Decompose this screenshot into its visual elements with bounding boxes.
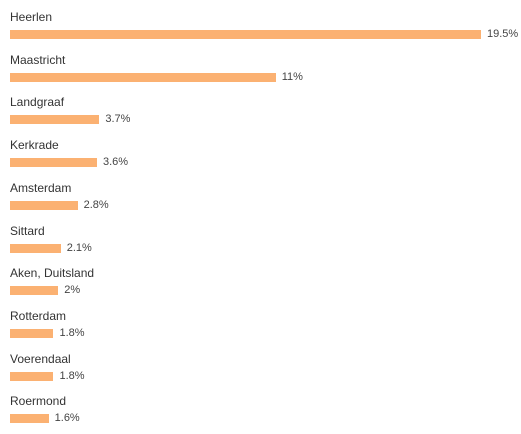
category-label: Aken, Duitsland — [10, 266, 95, 281]
category-label: Roermond — [10, 394, 67, 409]
category-label: Amsterdam — [10, 180, 72, 195]
bar — [10, 286, 59, 296]
value-label: 3.7% — [105, 113, 131, 126]
bar-row: Voerendaal 1.8% — [10, 352, 521, 392]
value-label: 2.8% — [83, 198, 109, 211]
bar-row: Landgraaf 3.7% — [10, 95, 521, 135]
category-label: Landgraaf — [10, 95, 65, 110]
bar — [10, 30, 481, 39]
bar — [10, 243, 61, 253]
category-label: Voerendaal — [10, 351, 71, 366]
bar — [10, 115, 100, 125]
value-label: 19.5% — [487, 28, 519, 40]
bar — [10, 414, 49, 424]
bar — [10, 371, 54, 381]
bar — [10, 200, 78, 210]
category-label: Maastricht — [10, 52, 66, 67]
bar-row: Kerkrade 3.6% — [10, 138, 521, 178]
value-label: 3.6% — [102, 156, 129, 169]
bar-row: Maastricht 11% — [10, 53, 521, 93]
bar — [10, 158, 97, 168]
value-label: 2.1% — [66, 241, 92, 254]
bar-row: Roermond 1.6% — [10, 394, 521, 434]
bar-row: Aken, Duitsland 2% — [10, 266, 521, 306]
value-label: 1.6% — [54, 412, 80, 425]
value-label: 11% — [281, 70, 303, 83]
category-label: Rotterdam — [10, 308, 67, 323]
category-label: Sittard — [10, 223, 45, 238]
value-label: 2% — [64, 284, 81, 297]
bar — [10, 328, 54, 338]
value-label: 1.8% — [59, 326, 85, 339]
bar-row: Rotterdam 1.8% — [10, 309, 521, 349]
bar-row: Sittard 2.1% — [10, 224, 521, 264]
category-label: Kerkrade — [10, 138, 59, 153]
category-label: Heerlen — [10, 10, 53, 24]
value-label: 1.8% — [59, 369, 85, 382]
bar — [10, 72, 276, 82]
bar-row: Heerlen 19.5% — [10, 10, 521, 50]
bar-row: Amsterdam 2.8% — [10, 181, 521, 221]
